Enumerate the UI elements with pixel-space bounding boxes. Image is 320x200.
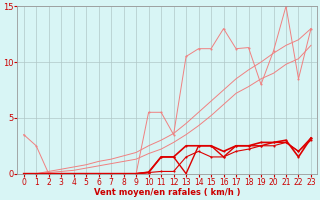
X-axis label: Vent moyen/en rafales ( km/h ): Vent moyen/en rafales ( km/h ) xyxy=(94,188,241,197)
